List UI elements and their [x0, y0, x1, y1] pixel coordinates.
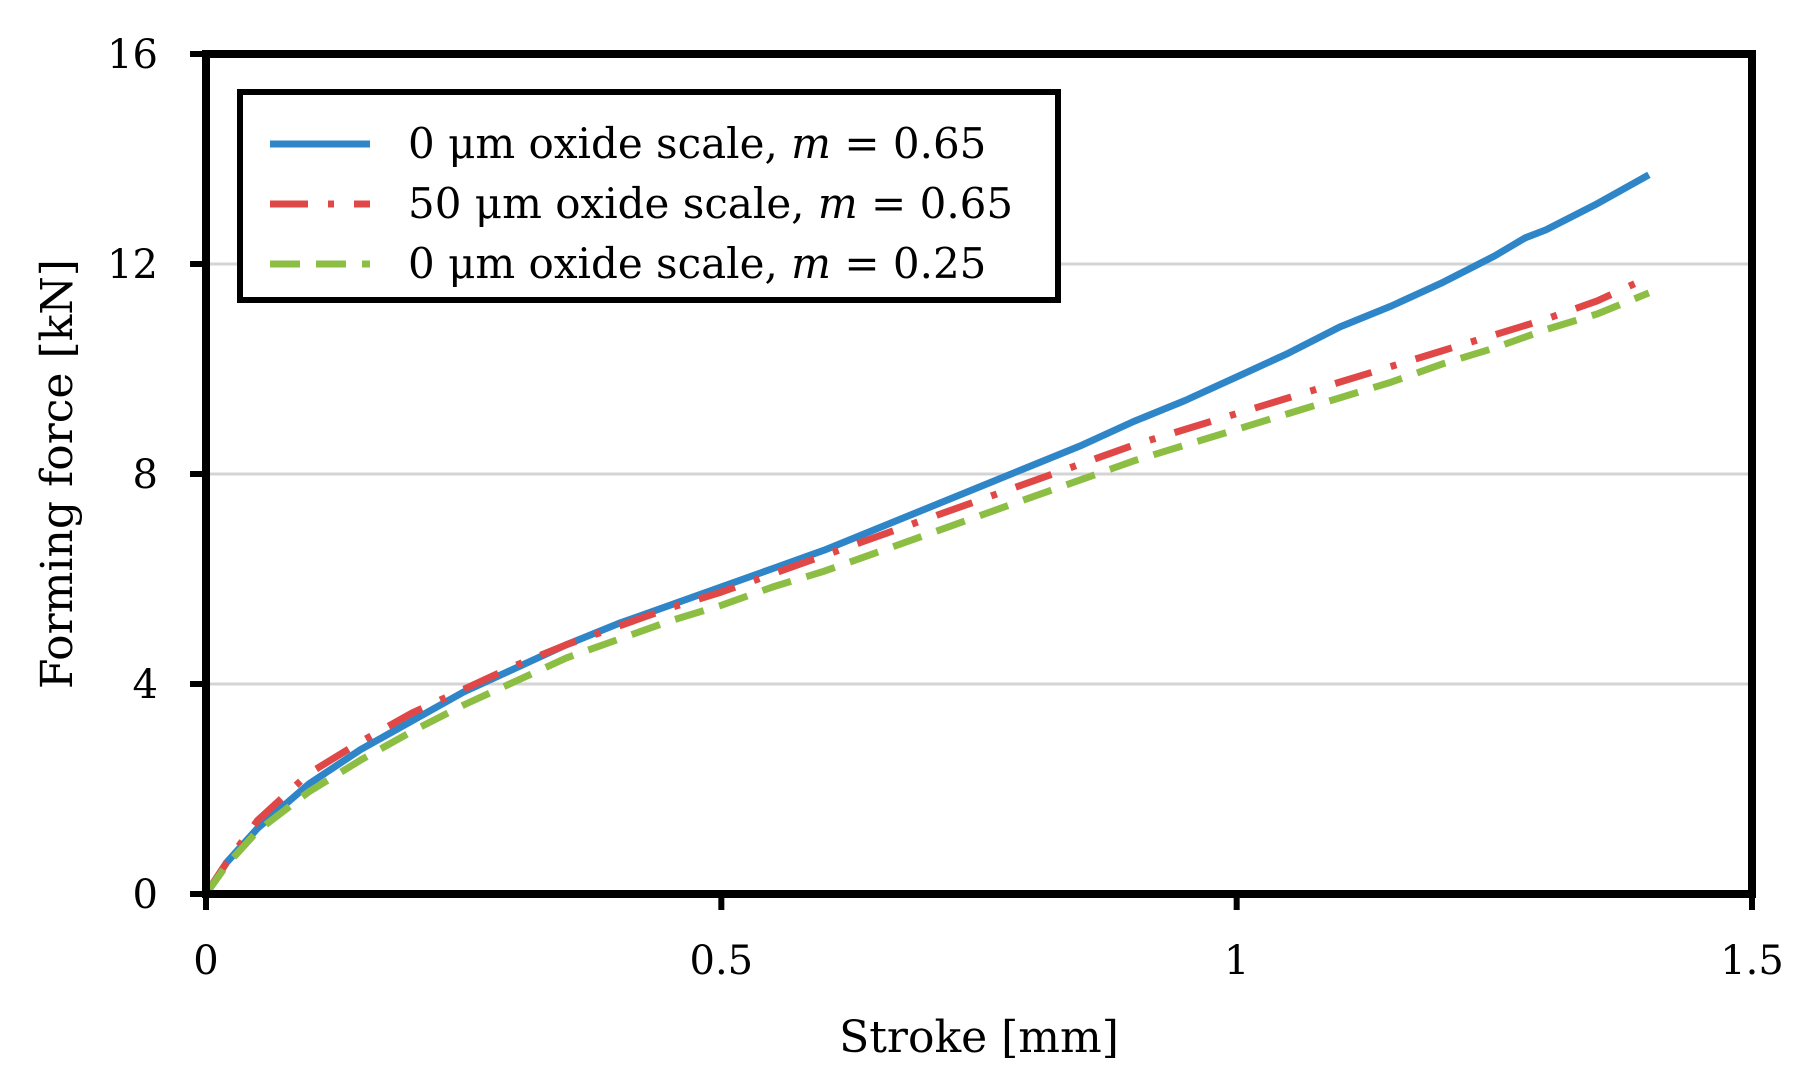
legend-label-3: 0 μm oxide scale, m = 0.25 [408, 239, 986, 288]
axis-ticks [190, 51, 1755, 910]
x-tick-label: 0.5 [690, 938, 754, 984]
x-axis-title: Stroke [mm] [839, 1012, 1119, 1063]
y-tick-label: 0 [133, 872, 158, 918]
x-tick-label: 0 [193, 938, 218, 984]
y-tick-label: 4 [133, 662, 158, 708]
series-line-1 [203, 171, 1651, 896]
series-line-2 [203, 273, 1651, 896]
legend-label-2: 50 μm oxide scale, m = 0.65 [408, 179, 1013, 228]
legend-box [237, 89, 1061, 303]
axis-tick-labels: 0 0.5 1 1.5 0 4 8 12 16 [107, 32, 1784, 984]
x-tick-label: 1.5 [1720, 938, 1784, 984]
x-tick-label: 1 [1224, 938, 1249, 984]
y-tick-label: 8 [133, 452, 158, 498]
legend-label-1: 0 μm oxide scale, m = 0.65 [408, 119, 986, 168]
series-line-3 [203, 289, 1651, 897]
series-group [203, 171, 1651, 897]
y-tick-label: 16 [107, 32, 158, 78]
legend: 0 μm oxide scale, m = 0.65 50 μm oxide sc… [237, 89, 1061, 303]
y-axis-title: Forming force [kN] [32, 259, 83, 689]
y-tick-label: 12 [107, 242, 158, 288]
